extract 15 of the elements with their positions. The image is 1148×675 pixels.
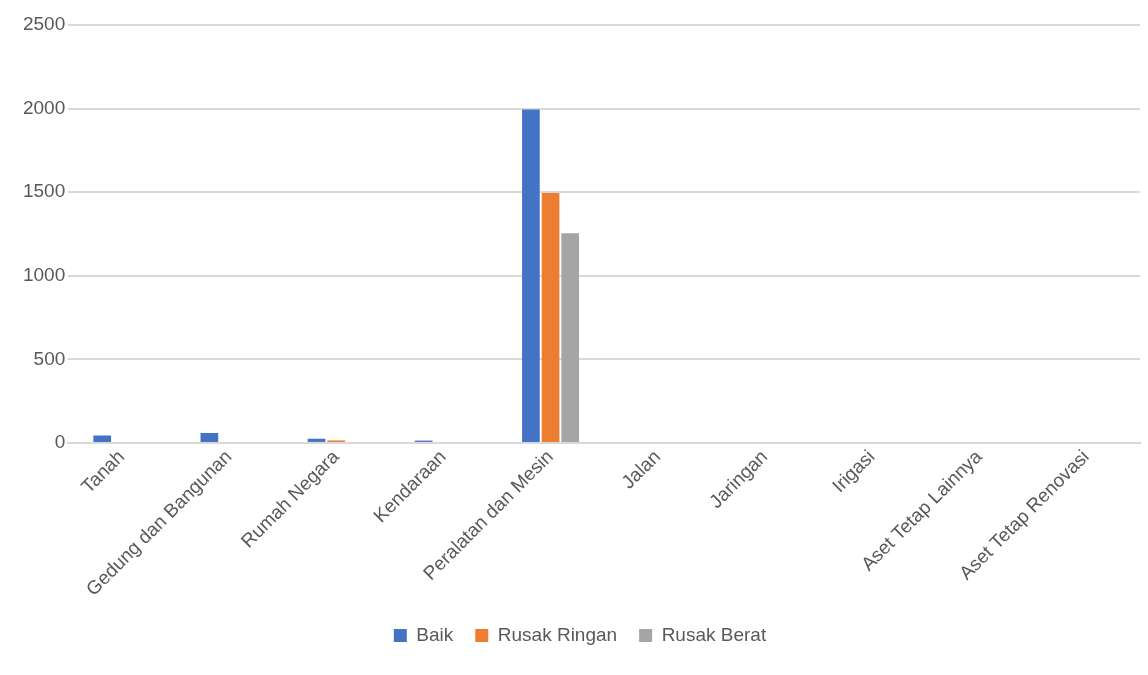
y-tick-label: 1500	[22, 180, 66, 202]
legend-label: Rusak Ringan	[497, 623, 618, 645]
bar	[93, 435, 112, 442]
bar	[541, 193, 560, 442]
y-tick-label: 2000	[22, 96, 66, 118]
legend-label: Rusak Berat	[661, 623, 767, 645]
bar	[200, 432, 219, 442]
bar	[522, 109, 540, 442]
bar	[561, 233, 580, 442]
y-tick-label: 0	[54, 431, 66, 453]
y-tick-label: 500	[33, 347, 66, 369]
y-tick-label: 2500	[22, 13, 66, 35]
bar	[307, 438, 326, 442]
y-tick-label: 1000	[22, 263, 66, 285]
legend-label: Baik	[416, 623, 454, 645]
